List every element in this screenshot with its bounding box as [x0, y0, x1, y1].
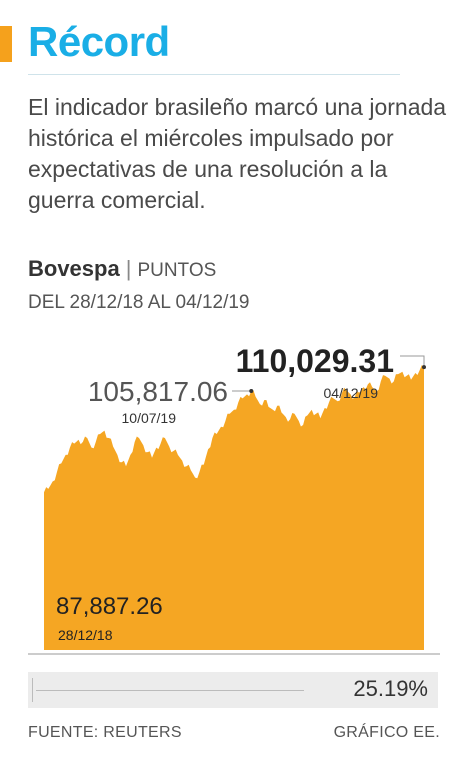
bovespa-area-chart: 105,817.06 10/07/19 110,029.31 04/12/19 …	[28, 343, 440, 655]
date-range: DEL 28/12/18 AL 04/12/19	[28, 292, 250, 313]
heading-separator: |	[125, 256, 132, 281]
index-name: Bovespa	[28, 256, 120, 281]
record-leader-line	[400, 355, 425, 368]
page-title: Récord	[28, 18, 170, 65]
peak-value-label: 105,817.06	[88, 376, 228, 407]
peak-marker	[249, 388, 254, 393]
index-heading: Bovespa | PUNTOS	[28, 256, 216, 282]
change-bar-tick	[32, 678, 33, 702]
change-percent: 25.19%	[353, 676, 428, 701]
description: El indicador brasileño marcó una jornada…	[28, 94, 447, 213]
accent-bar	[0, 26, 12, 62]
area-series	[44, 365, 424, 650]
record-value-label: 110,029.31	[236, 343, 394, 379]
record-marker	[422, 365, 426, 370]
title-divider	[28, 74, 400, 75]
graphic-credit: GRÁFICO EE.	[333, 724, 440, 741]
record-date-label: 04/12/19	[324, 385, 379, 401]
change-bar-line	[36, 690, 304, 691]
index-unit: PUNTOS	[137, 260, 217, 281]
start-value-label: 87,887.26	[56, 593, 163, 620]
start-date-label: 28/12/18	[58, 627, 113, 643]
source-note: FUENTE: REUTERS	[28, 724, 182, 741]
peak-date-label: 10/07/19	[122, 410, 177, 426]
